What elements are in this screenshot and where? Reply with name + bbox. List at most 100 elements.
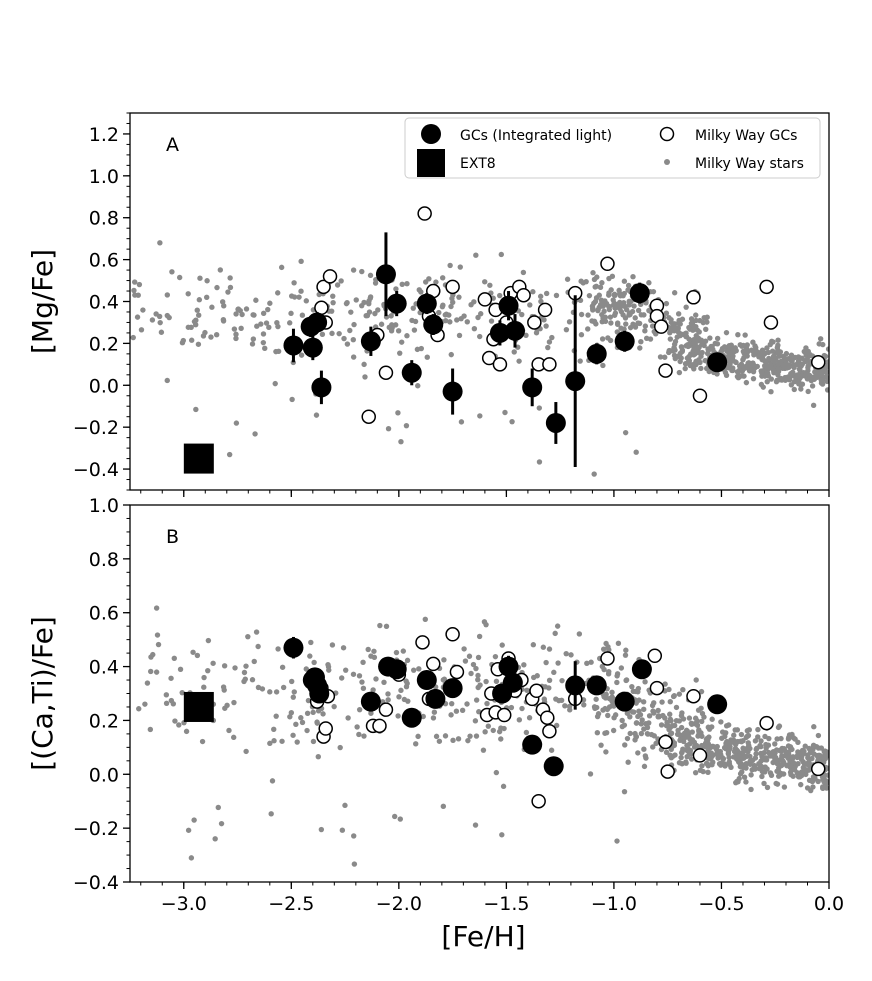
mw-star-point xyxy=(131,279,138,285)
mw-star-point xyxy=(271,726,277,733)
mw-star-point xyxy=(397,350,403,356)
mw-star-point xyxy=(464,701,470,707)
mw-star-point xyxy=(809,383,816,389)
mw-star-point xyxy=(304,727,310,734)
mw-star-point xyxy=(780,771,787,777)
mw-star-point xyxy=(606,292,612,298)
mw-star-point xyxy=(271,738,277,744)
mw-star-point xyxy=(732,345,738,351)
mw-star-point xyxy=(745,360,751,366)
mw-star-point xyxy=(813,374,819,380)
gc-point xyxy=(302,337,323,358)
mw-star-point xyxy=(703,760,710,767)
mw-star-point xyxy=(607,314,614,320)
mw-star-point xyxy=(209,304,215,310)
mw-star-point xyxy=(762,733,768,740)
mw-star-point xyxy=(433,279,439,285)
mw-star-point xyxy=(601,666,607,673)
mw-star-point xyxy=(232,665,238,671)
legend-mwgc-label: Milky Way GCs xyxy=(695,128,797,144)
mw-star-point xyxy=(662,681,668,687)
mw-star-point xyxy=(599,336,606,342)
mw-star-point xyxy=(642,328,648,334)
mw-star-point xyxy=(646,720,652,726)
mw-gc-point xyxy=(372,718,387,734)
mw-star-point xyxy=(267,689,273,695)
mw-star-point xyxy=(241,669,248,676)
mw-star-point xyxy=(396,694,402,700)
mw-star-point xyxy=(477,413,483,419)
mw-star-point xyxy=(797,374,803,380)
mw-star-point xyxy=(594,729,601,736)
mw-star-point xyxy=(467,733,473,739)
mw-star-point xyxy=(416,287,422,293)
mw-star-point xyxy=(188,855,195,861)
mw-star-point xyxy=(775,365,781,372)
x-axis-label: [Fe/H] xyxy=(441,920,525,953)
mw-star-point xyxy=(635,685,642,692)
mw-star-point xyxy=(591,471,597,477)
mw-star-point xyxy=(678,355,684,361)
mw-star-point xyxy=(577,358,583,364)
mw-star-point xyxy=(622,303,628,310)
mw-star-point xyxy=(765,370,771,376)
mw-star-point xyxy=(655,714,661,720)
mw-star-point xyxy=(739,368,746,374)
mw-star-point xyxy=(414,346,421,353)
mw-star-point xyxy=(218,820,225,827)
axes-frame xyxy=(129,504,830,883)
mw-star-point xyxy=(635,307,642,314)
mw-star-point xyxy=(217,267,224,273)
mw-star-point xyxy=(359,268,365,275)
mw-star-point xyxy=(269,778,276,784)
mw-star-point xyxy=(723,329,730,336)
mw-star-point xyxy=(753,344,759,351)
mw-star-point xyxy=(360,659,366,665)
mw-star-point xyxy=(644,730,651,737)
mw-star-point xyxy=(275,646,281,652)
mw-star-point xyxy=(693,333,699,339)
mw-star-point xyxy=(604,706,611,713)
mw-star-point xyxy=(753,751,759,757)
mw-star-point xyxy=(644,724,651,731)
mw-star-point xyxy=(776,723,783,729)
mw-gc-point xyxy=(415,635,430,650)
mw-star-point xyxy=(443,311,450,317)
mw-star-point xyxy=(288,293,295,299)
mw-star-point xyxy=(404,281,410,287)
mw-star-point xyxy=(179,689,185,696)
mw-star-point xyxy=(183,728,190,735)
mw-star-point xyxy=(377,622,383,629)
mw-star-point xyxy=(484,700,490,707)
ext8-point xyxy=(183,443,214,474)
mw-star-point xyxy=(631,303,637,309)
mw-star-point xyxy=(744,728,751,734)
mw-star-point xyxy=(466,653,473,659)
mw-star-point xyxy=(329,642,336,648)
mw-star-point xyxy=(158,329,165,335)
mw-star-point xyxy=(686,715,693,721)
mw-star-point xyxy=(473,697,480,703)
mw-star-point xyxy=(190,649,196,655)
x-tick-label: 0.0 xyxy=(814,893,844,915)
mw-star-point xyxy=(791,364,797,371)
mw-star-point xyxy=(383,623,390,629)
mw-star-point xyxy=(350,354,357,360)
mw-star-point xyxy=(310,738,317,745)
mw-star-point xyxy=(385,425,392,432)
mw-star-point xyxy=(169,269,175,275)
gc-point xyxy=(586,343,607,364)
mw-star-point xyxy=(632,315,638,321)
mw-star-point xyxy=(456,294,462,300)
mw-star-point xyxy=(788,771,794,778)
gc-point xyxy=(307,312,328,333)
mw-star-point xyxy=(686,343,692,349)
mw-star-point xyxy=(802,372,808,379)
mw-star-point xyxy=(731,748,738,755)
mw-star-point xyxy=(224,702,230,709)
mw-star-point xyxy=(268,811,274,817)
mw-star-point xyxy=(477,333,483,340)
mw-gc-point xyxy=(658,363,673,378)
mw-star-point xyxy=(600,362,606,369)
mw-star-point xyxy=(459,707,466,714)
